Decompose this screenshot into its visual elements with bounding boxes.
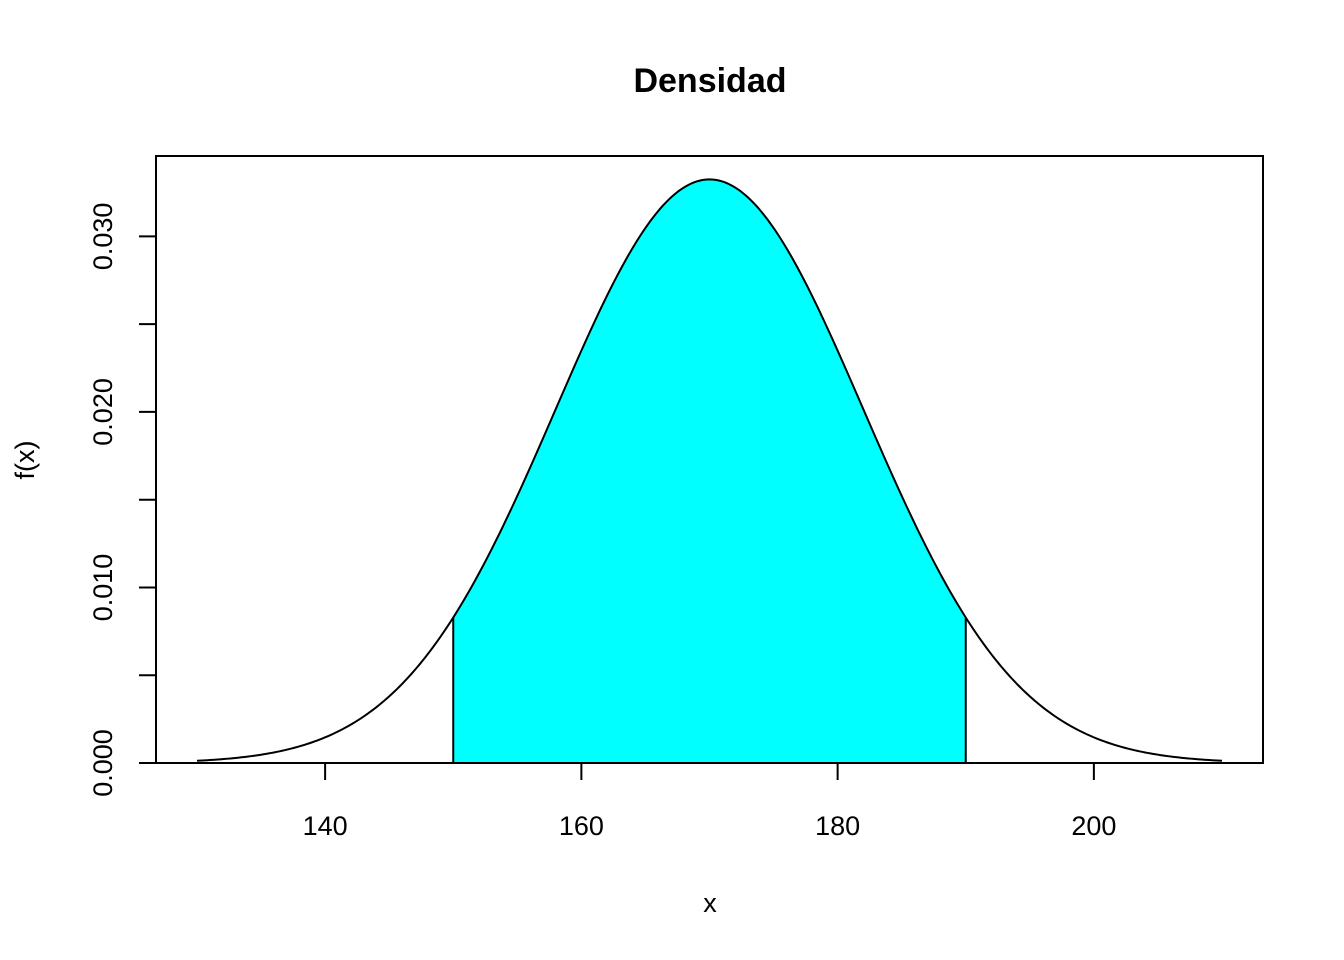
y-tick-label: 0.000 (88, 729, 118, 797)
y-axis-label: f(x) (10, 441, 40, 480)
y-axis: 0.000 0.010 0.020 0.030 (88, 203, 157, 797)
chart-title: Densidad (633, 62, 786, 100)
x-tick-label: 200 (1071, 811, 1116, 841)
x-axis: 140 160 180 200 (303, 762, 1116, 841)
x-tick-label: 160 (559, 811, 604, 841)
x-axis-label: x (703, 888, 717, 918)
y-tick-label: 0.010 (88, 554, 118, 622)
x-tick-label: 140 (303, 811, 348, 841)
x-tick-label: 180 (815, 811, 860, 841)
shaded-area (453, 179, 966, 763)
y-tick-label: 0.030 (88, 203, 118, 271)
y-tick-label: 0.020 (88, 378, 118, 446)
density-curve (196, 178, 1223, 762)
